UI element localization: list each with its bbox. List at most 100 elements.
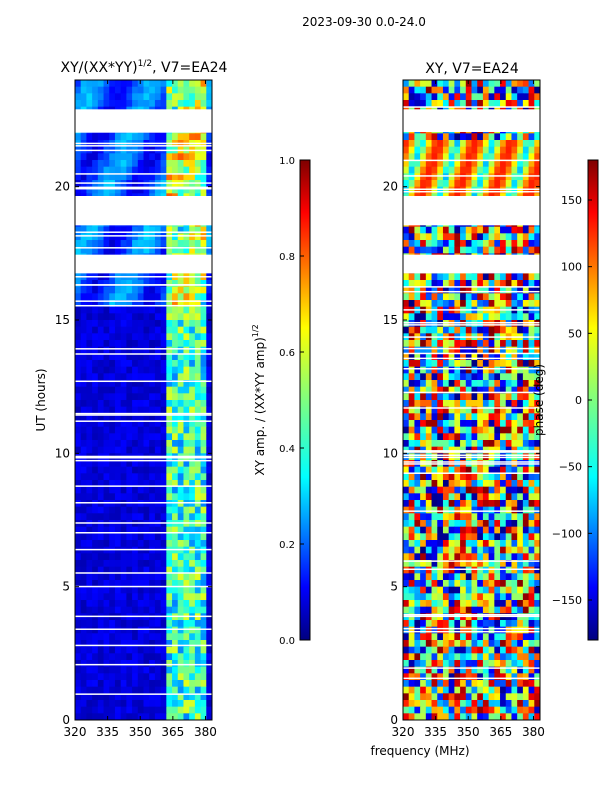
heatmap-cell	[477, 93, 484, 101]
heatmap-cell	[534, 426, 540, 434]
heatmap-cell	[120, 466, 127, 474]
heatmap-cell	[160, 680, 167, 688]
heatmap-cell	[206, 420, 212, 428]
heatmap-cell	[80, 346, 88, 354]
heatmap-cell	[460, 473, 467, 481]
heatmap-cell	[86, 686, 93, 694]
heatmap-cell	[172, 160, 179, 168]
heatmap-cell	[75, 413, 82, 421]
heatmap-cell	[160, 360, 167, 368]
heatmap-cell	[408, 626, 416, 634]
heatmap-cell	[80, 580, 88, 588]
heatmap-cell	[431, 600, 438, 608]
heatmap-cell	[200, 506, 207, 514]
heatmap-cell	[200, 366, 207, 374]
heatmap-cell	[488, 620, 495, 628]
heatmap-cell	[137, 100, 145, 108]
data-gap-line	[75, 300, 212, 302]
heatmap-cell	[448, 480, 455, 488]
heatmap-cell	[149, 386, 156, 394]
heatmap-cell	[183, 233, 190, 241]
heatmap-cell	[103, 686, 110, 694]
heatmap-cell	[431, 380, 438, 388]
data-gap-line	[403, 190, 540, 193]
heatmap-cell	[442, 646, 450, 654]
heatmap-cell	[477, 526, 484, 534]
heatmap-cell	[488, 406, 495, 414]
heatmap-cell	[500, 86, 507, 94]
heatmap-cell	[97, 293, 105, 301]
heatmap-cell	[534, 493, 540, 501]
heatmap-cell	[200, 380, 207, 388]
heatmap-cell	[517, 513, 524, 521]
heatmap-cell	[132, 593, 139, 601]
heatmap-cell	[103, 620, 110, 628]
heatmap-cell	[114, 646, 122, 654]
heatmap-cell	[414, 680, 421, 688]
heatmap-cell	[177, 313, 185, 321]
heatmap-cell	[75, 553, 82, 561]
heatmap-cell	[505, 226, 513, 234]
heatmap-cell	[528, 553, 535, 561]
heatmap-cell	[477, 386, 484, 394]
heatmap-cell	[172, 373, 179, 381]
heatmap-cell	[528, 600, 535, 608]
heatmap-cell	[500, 293, 507, 301]
heatmap-cell	[166, 566, 173, 574]
heatmap-cell	[177, 553, 185, 561]
heatmap-cell	[114, 293, 122, 301]
heatmap-cell	[420, 93, 427, 101]
heatmap-cell	[75, 240, 82, 248]
heatmap-cell	[137, 286, 145, 294]
heatmap-cell	[109, 660, 116, 668]
heatmap-cell	[132, 493, 139, 501]
heatmap-cell	[183, 286, 190, 294]
heatmap-cell	[420, 346, 427, 354]
heatmap-cell	[183, 620, 190, 628]
heatmap-cell	[75, 493, 82, 501]
heatmap-cell	[126, 440, 133, 448]
heatmap-cell	[414, 426, 421, 434]
heatmap-cell	[75, 80, 82, 88]
heatmap-cell	[460, 280, 467, 288]
heatmap-cell	[517, 413, 524, 421]
heatmap-cell	[160, 686, 167, 694]
heatmap-cell	[80, 406, 88, 414]
heatmap-cell	[522, 620, 530, 628]
heatmap-cell	[109, 400, 116, 408]
heatmap-cell	[500, 180, 507, 188]
heatmap-cell	[194, 673, 202, 681]
heatmap-cell	[431, 580, 438, 588]
heatmap-cell	[177, 526, 185, 534]
heatmap-cell	[86, 420, 93, 428]
heatmap-cell	[149, 440, 156, 448]
data-gap-line	[75, 131, 212, 133]
heatmap-cell	[420, 153, 427, 161]
heatmap-cell	[160, 313, 167, 321]
heatmap-cell	[109, 513, 116, 521]
heatmap-cell	[194, 586, 202, 594]
heatmap-cell	[143, 633, 150, 641]
heatmap-cell	[172, 446, 179, 454]
heatmap-cell	[505, 546, 513, 554]
heatmap-cell	[425, 546, 433, 554]
heatmap-cell	[149, 700, 156, 708]
heatmap-cell	[482, 633, 490, 641]
heatmap-cell	[183, 320, 190, 328]
heatmap-cell	[194, 633, 202, 641]
heatmap-cell	[143, 466, 150, 474]
heatmap-cell	[477, 173, 484, 181]
heatmap-cell	[488, 413, 495, 421]
heatmap-cell	[166, 460, 173, 468]
heatmap-cell	[437, 680, 444, 688]
heatmap-cell	[97, 240, 105, 248]
heatmap-cell	[425, 100, 433, 108]
heatmap-cell	[137, 93, 145, 101]
heatmap-cell	[460, 486, 467, 494]
heatmap-cell	[522, 326, 530, 334]
heatmap-cell	[75, 360, 82, 368]
heatmap-cell	[149, 653, 156, 661]
heatmap-cell	[132, 226, 139, 234]
heatmap-cell	[477, 540, 484, 548]
heatmap-cell	[92, 413, 99, 421]
